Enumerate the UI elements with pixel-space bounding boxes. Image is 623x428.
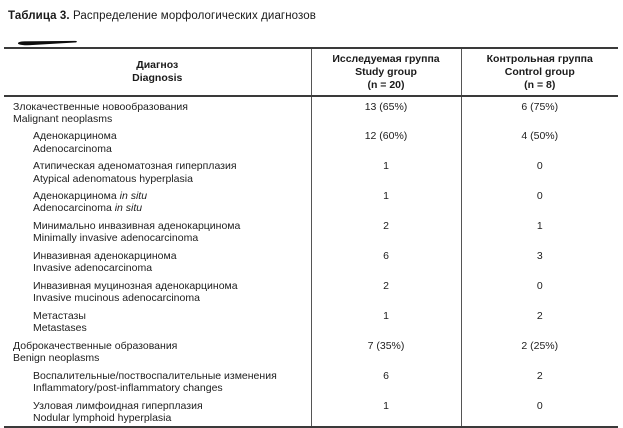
header-control-n: (n = 8) bbox=[524, 78, 556, 91]
table-row: Метастазы Metastases 1 2 bbox=[4, 306, 618, 337]
header-study-en: Study group bbox=[355, 65, 417, 78]
table-row: Злокачественные новообразования Malignant… bbox=[4, 96, 618, 127]
study-group-value-6: 2 bbox=[310, 276, 461, 307]
diagnosis-en-9: Inflammatory/post-inflammatory changes bbox=[33, 381, 223, 394]
diagnosis-cell-10: Узловая лимфоидная гиперплазия Nodular ly… bbox=[4, 396, 311, 427]
diagnosis-en-4: Minimally invasive adenocarcinoma bbox=[33, 232, 199, 245]
diagnosis-cell-1: Аденокарцинома Adenocarcinoma bbox=[4, 127, 311, 157]
study-group-value-0: 13 (65%) bbox=[310, 96, 461, 127]
diagnosis-ru-7: Метастазы bbox=[33, 309, 86, 322]
diagnosis-ru-9: Воспалительные/поствоспалительные измене… bbox=[33, 369, 277, 382]
diagnosis-cell-4: Минимально инвазивная аденокарцинома Mini… bbox=[4, 217, 311, 247]
table-caption: Таблица 3. Распределение морфологических… bbox=[8, 9, 316, 23]
table-caption-number: Таблица 3. bbox=[8, 10, 70, 22]
scan-ink-smudge bbox=[18, 39, 77, 46]
control-group-value-0: 6 (75%) bbox=[460, 96, 618, 127]
diagnosis-ru-10: Узловая лимфоидная гиперплазия bbox=[33, 399, 203, 412]
diagnosis-en-7: Metastases bbox=[33, 322, 87, 335]
table-caption-text: Распределение морфологических диагнозов bbox=[73, 10, 316, 22]
diagnosis-en-5: Invasive adenocarcinoma bbox=[33, 262, 153, 275]
study-group-value-4: 2 bbox=[310, 216, 461, 247]
diagnosis-ru-6: Инвазивная муцинозная аденокарцинома bbox=[33, 279, 238, 292]
table-row: Инвазивная аденокарцинома Invasive adenoc… bbox=[4, 246, 618, 277]
study-group-value-10: 1 bbox=[310, 396, 461, 427]
study-group-value-5: 6 bbox=[310, 246, 461, 277]
table-row: Атипическая аденоматозная гиперплазия Aty… bbox=[4, 156, 618, 187]
table-row: Воспалительные/поствоспалительные измене… bbox=[4, 366, 618, 397]
diagnosis-ru-8: Доброкачественные образования bbox=[13, 339, 178, 352]
table-row: Аденокарцинома in situ Adenocarcinoma in … bbox=[4, 186, 618, 217]
diagnosis-en-2: Atypical adenomatous hyperplasia bbox=[33, 172, 193, 185]
study-group-value-3: 1 bbox=[310, 186, 461, 217]
diagnosis-cell-0: Злокачественные новообразования Malignant… bbox=[4, 96, 311, 127]
diagnosis-cell-5: Инвазивная аденокарцинома Invasive adenoc… bbox=[4, 247, 311, 277]
diagnosis-ru-3: Аденокарцинома in situ bbox=[33, 190, 148, 203]
control-group-value-2: 0 bbox=[460, 156, 618, 187]
header-cell-control-group: Контрольная группа Control group (n = 8) bbox=[460, 48, 618, 97]
diagnosis-en-1: Adenocarcinoma bbox=[33, 142, 112, 155]
header-control-ru: Контрольная группа bbox=[486, 52, 593, 65]
header-diagnosis-ru: Диагноз bbox=[136, 59, 179, 71]
control-group-value-10: 0 bbox=[460, 396, 618, 427]
table-row: Инвазивная муцинозная аденокарцинома Inva… bbox=[4, 276, 618, 307]
header-diagnosis-en: Diagnosis bbox=[132, 72, 183, 84]
diagnosis-cell-6: Инвазивная муцинозная аденокарцинома Inva… bbox=[4, 276, 311, 306]
header-cell-diagnosis: Диагноз Diagnosis bbox=[4, 48, 311, 97]
diagnosis-ru-0: Злокачественные новообразования bbox=[13, 100, 188, 113]
diagnosis-ru-5: Инвазивная аденокарцинома bbox=[33, 250, 177, 263]
diagnosis-ru-1: Аденокарцинома bbox=[33, 130, 117, 143]
study-group-value-2: 1 bbox=[310, 156, 461, 187]
header-study-n: (n = 20) bbox=[367, 78, 405, 91]
table-header: Диагноз Diagnosis Исследуемая группа Stu… bbox=[4, 48, 618, 97]
diagnosis-cell-8: Доброкачественные образования Benign neop… bbox=[4, 336, 311, 366]
table-row: Доброкачественные образования Benign neop… bbox=[4, 336, 618, 367]
study-group-value-7: 1 bbox=[310, 306, 461, 337]
diagnosis-distribution-table: Диагноз Diagnosis Исследуемая группа Stu… bbox=[4, 47, 618, 428]
diagnosis-cell-2: Атипическая аденоматозная гиперплазия Aty… bbox=[4, 157, 311, 187]
diagnosis-cell-3: Аденокарцинома in situ Adenocarcinoma in … bbox=[4, 187, 311, 217]
header-study-ru: Исследуемая группа bbox=[332, 52, 440, 65]
table-row: Узловая лимфоидная гиперплазия Nodular ly… bbox=[4, 396, 618, 427]
diagnosis-ru-2: Атипическая аденоматозная гиперплазия bbox=[33, 160, 237, 173]
control-group-value-8: 2 (25%) bbox=[460, 336, 618, 367]
control-group-value-7: 2 bbox=[460, 306, 618, 337]
control-group-value-9: 2 bbox=[460, 366, 618, 397]
control-group-value-6: 0 bbox=[460, 276, 618, 307]
header-cell-study-group: Исследуемая группа Study group (n = 20) bbox=[310, 48, 461, 97]
header-control-en: Control group bbox=[504, 65, 575, 78]
study-group-value-1: 12 (60%) bbox=[310, 126, 461, 157]
table-body: Злокачественные новообразования Malignant… bbox=[4, 96, 618, 427]
diagnosis-cell-9: Воспалительные/поствоспалительные измене… bbox=[4, 366, 311, 396]
table-row: Аденокарцинома Adenocarcinoma 12 (60%) 4 (5… bbox=[4, 126, 618, 157]
control-group-value-1: 4 (50%) bbox=[460, 126, 618, 157]
study-group-value-9: 6 bbox=[310, 366, 461, 397]
control-group-value-3: 0 bbox=[460, 186, 618, 217]
control-group-value-4: 1 bbox=[460, 216, 618, 247]
study-group-value-8: 7 (35%) bbox=[310, 336, 461, 367]
diagnosis-en-0: Malignant neoplasms bbox=[13, 112, 113, 125]
diagnosis-en-6: Invasive mucinous adenocarcinoma bbox=[33, 292, 200, 305]
diagnosis-cell-7: Метастазы Metastases bbox=[4, 306, 311, 336]
header-row: Диагноз Diagnosis Исследуемая группа Stu… bbox=[4, 48, 618, 97]
diagnosis-en-3: Adenocarcinoma in situ bbox=[33, 202, 143, 215]
diagnosis-ru-4: Минимально инвазивная аденокарцинома bbox=[33, 220, 241, 233]
diagnosis-en-10: Nodular lymphoid hyperplasia bbox=[33, 411, 172, 424]
table-row: Минимально инвазивная аденокарцинома Mini… bbox=[4, 216, 618, 247]
control-group-value-5: 3 bbox=[460, 246, 618, 277]
diagnosis-en-3-italic: in situ bbox=[111, 202, 143, 215]
diagnosis-ru-3-italic: in situ bbox=[116, 190, 148, 203]
diagnosis-en-8: Benign neoplasms bbox=[13, 351, 100, 364]
